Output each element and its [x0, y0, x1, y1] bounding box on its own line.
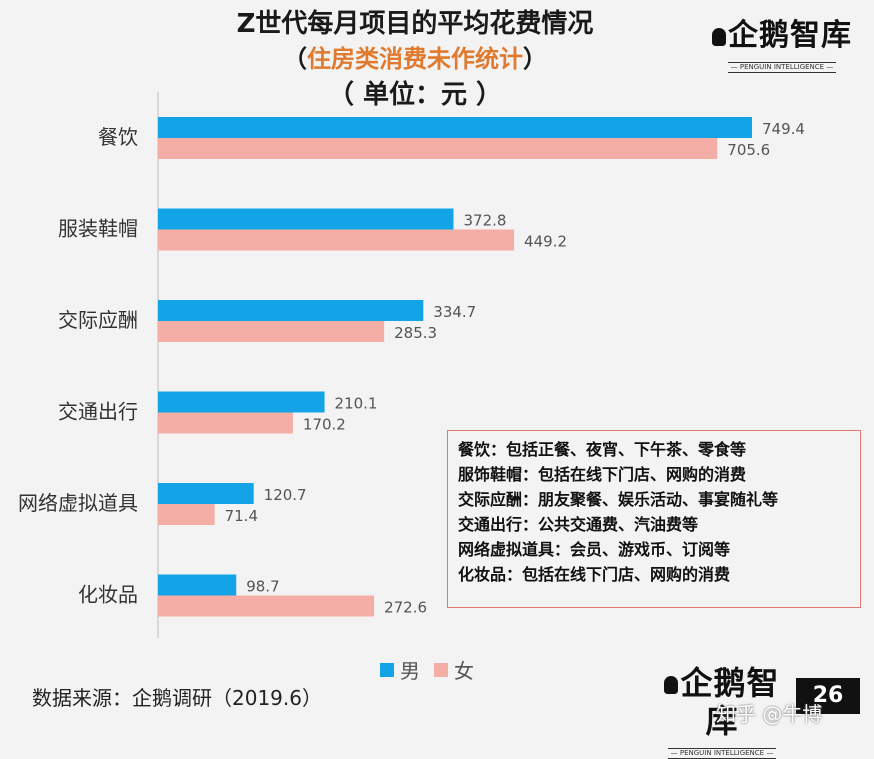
note-line: 交际应酬：朋友聚餐、娱乐活动、事宴随礼等	[458, 490, 779, 509]
logo-subtext: — PENGUIN INTELLIGENCE —	[727, 62, 837, 73]
logo-subtext: — PENGUIN INTELLIGENCE —	[667, 748, 777, 759]
subtitle-accent-text: 住房类消费未作统计	[307, 45, 523, 73]
bar-female	[158, 595, 375, 617]
data-label: 372.8	[463, 212, 506, 230]
bar-female	[158, 321, 385, 342]
data-label: 170.2	[303, 416, 346, 434]
subtitle-close: ）	[523, 45, 547, 73]
data-label: 120.7	[264, 486, 307, 504]
note-line: 网络虚拟道具：会员、游戏币、订阅等	[458, 540, 731, 559]
bar-male	[158, 391, 325, 413]
data-label: 210.1	[335, 395, 378, 413]
legend-swatch-female	[434, 662, 448, 677]
bar-male	[158, 483, 254, 504]
data-source: 数据来源：企鹅调研（2019.6）	[32, 686, 322, 710]
category-label: 餐饮	[98, 125, 138, 149]
unit-label: （ 单位：元 ）	[327, 80, 503, 110]
definitions-box: 餐饮：包括正餐、夜宵、下午茶、零食等 服饰鞋帽：包括在线下门店、网购的消费 交际…	[447, 430, 861, 608]
category-label: 网络虚拟道具	[18, 491, 138, 515]
data-label: 449.2	[524, 233, 567, 251]
bar-female	[158, 504, 215, 525]
data-label: 749.4	[762, 120, 805, 138]
bar-male	[158, 300, 424, 321]
bar-male	[158, 208, 454, 230]
penguin-icon	[712, 27, 726, 46]
subtitle-open: （	[283, 45, 307, 73]
note-line: 餐饮：包括正餐、夜宵、下午茶、零食等	[458, 440, 747, 459]
logo-text: 企鹅智库	[712, 18, 852, 54]
data-label: 272.6	[384, 599, 427, 617]
category-label: 交通出行	[58, 400, 138, 424]
data-label: 285.3	[394, 324, 437, 342]
title-block: Z世代每月项目的平均花费情况 （住房类消费未作统计） （ 单位：元 ）	[180, 6, 650, 114]
data-label: 334.7	[433, 303, 476, 321]
chart-subtitle: （住房类消费未作统计）	[180, 42, 650, 76]
legend: 男 女	[380, 655, 474, 684]
bar-female	[158, 138, 718, 159]
logo-text: 企鹅智库	[652, 664, 792, 740]
penguin-icon	[664, 676, 679, 694]
category-label: 交际应酬	[58, 308, 138, 332]
note-line: 交通出行：公共交通费、汽油费等	[458, 515, 699, 534]
bar-female	[158, 229, 515, 251]
watermark: 知乎 @牛博	[716, 702, 823, 726]
note-line: 化妆品：包括在线下门店、网购的消费	[458, 565, 731, 584]
legend-swatch-male	[380, 662, 394, 677]
note-line: 服饰鞋帽：包括在线下门店、网购的消费	[458, 465, 747, 484]
data-label: 98.7	[246, 578, 279, 596]
bar-male	[158, 117, 752, 138]
logo-text-label: 企鹅智库	[680, 664, 780, 740]
bar-female	[158, 412, 293, 434]
bar-male	[158, 574, 237, 596]
legend-label-male: 男	[400, 659, 420, 683]
data-label: 705.6	[727, 141, 770, 159]
page-number: 26	[796, 678, 860, 714]
chart-title: Z世代每月项目的平均花费情况	[236, 9, 594, 39]
logo-top: 企鹅智库 — PENGUIN INTELLIGENCE —	[712, 18, 852, 73]
legend-label-female: 女	[454, 659, 474, 683]
logo-text-label: 企鹅智库	[728, 18, 852, 53]
category-label: 服装鞋帽	[58, 217, 138, 241]
data-label: 71.4	[225, 507, 258, 525]
category-label: 化妆品	[78, 583, 138, 607]
